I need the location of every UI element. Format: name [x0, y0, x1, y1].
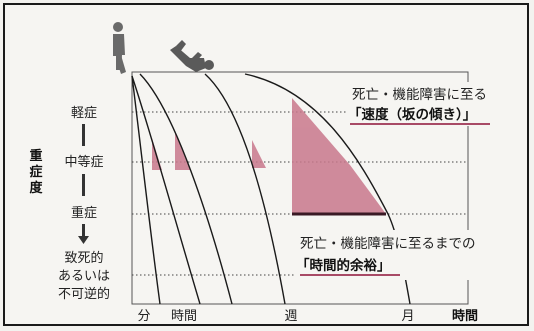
- time-margin-line2: 「時間的余裕」: [296, 257, 391, 274]
- level-severe: 重症: [71, 205, 97, 221]
- deterioration-curves: [131, 73, 411, 305]
- level-arrow: [78, 224, 89, 244]
- shade-days: [252, 140, 266, 168]
- shade-minutes: [152, 138, 162, 170]
- x-tick-minutes: 分: [137, 309, 150, 324]
- level-connector-2: [82, 174, 85, 196]
- standing-person-icon: [113, 22, 126, 74]
- level-fatal: 致死的: [64, 250, 103, 266]
- x-tick-hours: 時間: [171, 309, 197, 324]
- time-margin-line1: 死亡・機能障害に至るまでの: [300, 236, 476, 252]
- curve-hours-2: [139, 73, 233, 305]
- level-mild: 軽症: [71, 106, 97, 121]
- curve-days: [204, 73, 286, 305]
- level-fatal-or: あるいは: [58, 269, 110, 284]
- level-connector-1: [82, 124, 85, 146]
- speed-annotation: 死亡・機能障害に至る 「速度（坂の傾き）」: [346, 82, 514, 126]
- falling-person-icon: [170, 40, 214, 72]
- speed-annotation-line1: 死亡・機能障害に至る: [352, 87, 487, 103]
- level-moderate: 中等症: [64, 154, 103, 170]
- y-title-char-2: 症: [29, 164, 42, 180]
- y-title-char-1: 重: [29, 148, 42, 164]
- level-irreversible: 不可逆的: [58, 286, 110, 302]
- curve-hours: [131, 75, 201, 305]
- x-tick-weeks: 週: [284, 309, 297, 324]
- time-margin-annotation: 死亡・機能障害に至るまでの 「時間的余裕」: [294, 230, 520, 280]
- plot-box: [131, 71, 469, 305]
- speed-annotation-line2: 「速度（坂の傾き）」: [348, 106, 476, 123]
- x-tick-months: 月: [401, 309, 414, 324]
- y-title-char-3: 度: [29, 180, 43, 196]
- y-axis-title: 重 症 度: [29, 148, 43, 196]
- shade-weeks: [292, 98, 386, 214]
- curve-minutes: [131, 75, 161, 305]
- x-axis-title: 時間: [452, 308, 478, 324]
